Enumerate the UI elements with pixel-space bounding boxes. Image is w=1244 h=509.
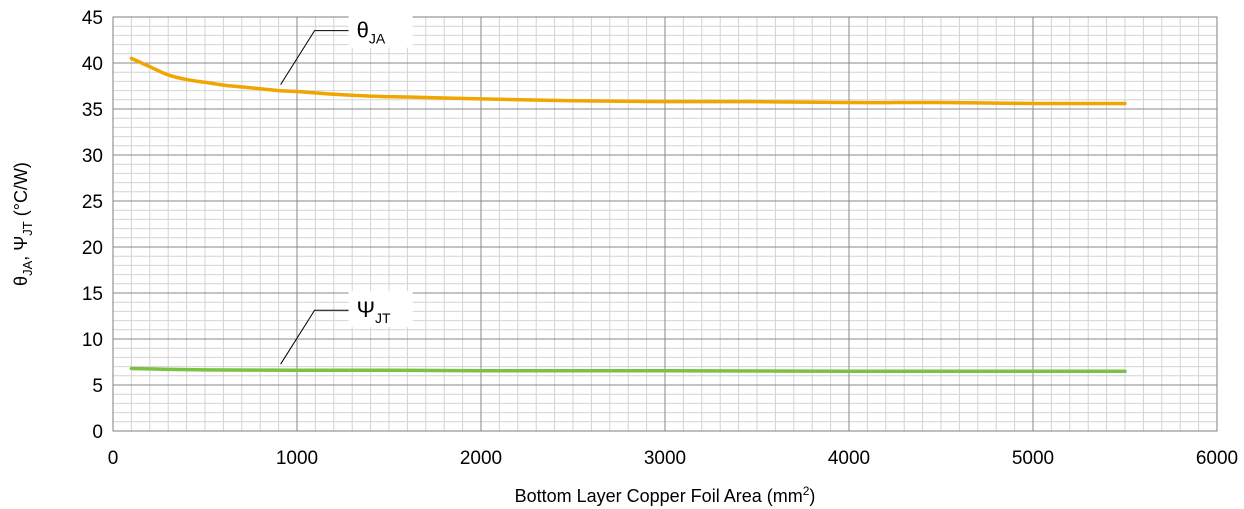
series-label-0: θJA <box>357 18 386 47</box>
series-line-0 <box>129 56 1127 106</box>
callout-box-0 <box>348 11 413 48</box>
y-axis-title: θJA, ΨJT (°C/W) <box>11 162 35 286</box>
y-axis-title-theta: θ <box>11 276 31 286</box>
series-line-1 <box>129 366 1127 373</box>
callouts: θJA ΨJT <box>280 11 413 365</box>
y-axis-title-sub-ja: JA <box>20 260 35 276</box>
y-tick-label: 10 <box>82 330 103 351</box>
y-tick-label: 40 <box>82 54 103 75</box>
callout-box-1 <box>348 291 413 328</box>
x-axis-title: Bottom Layer Copper Foil Area (mm2) <box>515 484 816 506</box>
x-tick-label: 5000 <box>1012 448 1054 469</box>
y-tick-label: 30 <box>82 146 103 167</box>
x-tick-label: 4000 <box>828 448 870 469</box>
x-tick-labels: 0 1000 2000 3000 4000 5000 6000 <box>108 448 1238 469</box>
series-layer <box>129 56 1127 373</box>
x-tick-label: 6000 <box>1196 448 1238 469</box>
callout-leader-1 <box>280 309 351 365</box>
series-label-main-1: Ψ <box>357 297 375 322</box>
y-axis-title-sub-jt: JT <box>20 221 35 236</box>
y-tick-label: 25 <box>82 192 103 213</box>
x-tick-label: 0 <box>108 448 119 469</box>
x-axis-title-main: Bottom Layer Copper Foil Area (mm <box>515 486 803 506</box>
y-tick-label: 0 <box>92 422 103 443</box>
series-label-main-0: θ <box>357 18 369 43</box>
y-tick-label: 5 <box>92 376 103 397</box>
y-tick-labels: 0 5 10 15 20 25 30 35 40 45 <box>82 8 103 443</box>
y-axis-title-psi: , Ψ <box>11 236 31 261</box>
y-tick-label: 20 <box>82 238 103 259</box>
x-tick-label: 1000 <box>276 448 318 469</box>
x-tick-label: 3000 <box>644 448 686 469</box>
y-tick-label: 15 <box>82 284 103 305</box>
y-tick-label: 35 <box>82 100 103 121</box>
y-axis-title-unit: (°C/W) <box>11 162 31 221</box>
plot-area <box>112 16 1218 432</box>
callout-leader-0 <box>280 30 351 85</box>
x-axis-title-sup: 2 <box>803 484 810 498</box>
series-label-1: ΨJT <box>357 297 391 326</box>
x-tick-label: 2000 <box>460 448 502 469</box>
y-tick-label: 45 <box>82 8 103 29</box>
x-axis-title-end: ) <box>809 486 815 506</box>
series-label-sub-1: JT <box>375 310 391 326</box>
series-label-sub-0: JA <box>369 31 386 47</box>
